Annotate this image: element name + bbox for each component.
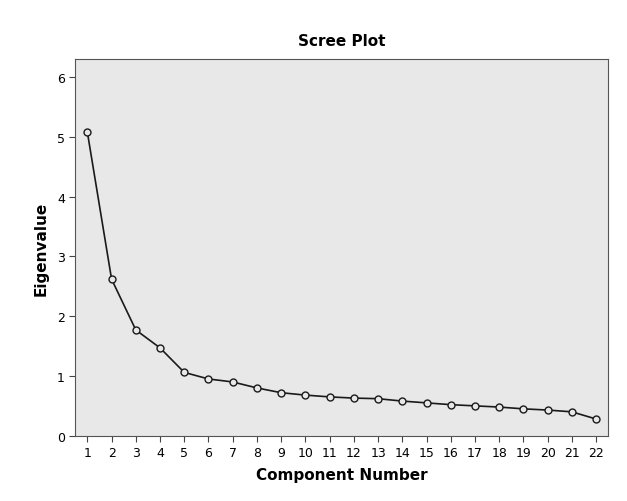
- Y-axis label: Eigenvalue: Eigenvalue: [33, 201, 48, 295]
- X-axis label: Component Number: Component Number: [256, 467, 428, 482]
- Title: Scree Plot: Scree Plot: [298, 34, 386, 49]
